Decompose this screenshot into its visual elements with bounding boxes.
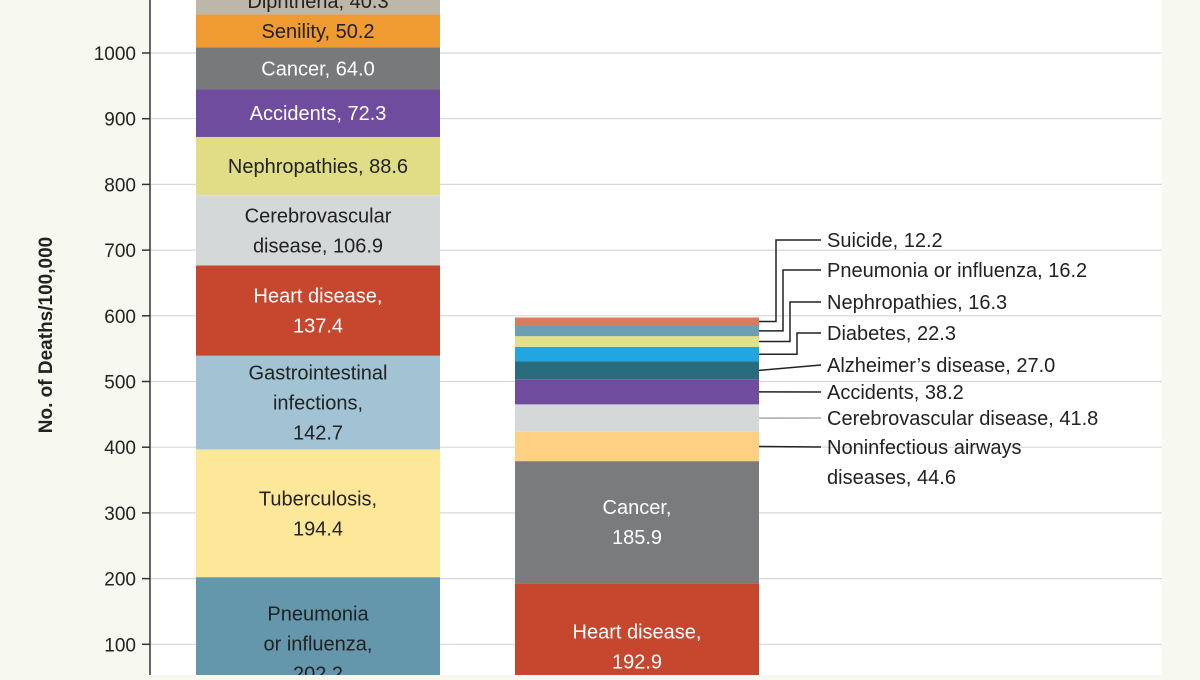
bar-segment [515, 326, 759, 337]
segment-label-line: or influenza, [264, 634, 373, 656]
segment-label-line: Pneumonia [267, 604, 369, 626]
callout-label-line: Suicide, 12.2 [827, 230, 943, 252]
bar-segment [515, 318, 759, 326]
bar-segment [515, 404, 759, 431]
segment-label-line: disease, 106.9 [253, 235, 383, 257]
bar-segment [196, 449, 440, 577]
segment-label-line: Gastrointestinal [249, 363, 388, 385]
callout-label-line: Alzheimer’s disease, 27.0 [827, 355, 1055, 377]
segment-label-line: 192.9 [612, 652, 662, 674]
y-tick-label: 300 [104, 504, 136, 525]
callout-label-line: Diabetes, 22.3 [827, 323, 956, 345]
y-tick-label: 700 [104, 241, 136, 262]
segment-label-line: 194.4 [293, 518, 343, 540]
callout-label: Diabetes, 22.3 [827, 323, 956, 345]
bar-segment [515, 362, 759, 380]
y-tick-label: 900 [104, 110, 136, 131]
segment-label-line: Accidents, 72.3 [250, 103, 387, 125]
callout-label: Pneumonia or influenza, 16.2 [827, 260, 1087, 282]
bar-segment [196, 265, 440, 355]
bar-segment [515, 336, 759, 347]
y-tick-label: 100 [104, 635, 136, 656]
segment-label-line: Nephropathies, 88.6 [228, 156, 408, 178]
bar-segment [515, 461, 759, 583]
segment-label-line: Senility, 50.2 [261, 21, 374, 43]
segment-label-line: Heart disease, [254, 286, 383, 308]
y-tick-label: 500 [104, 373, 136, 394]
segment-label-line: Tuberculosis, [259, 488, 377, 510]
segment-label: Accidents, 72.3 [250, 103, 387, 125]
segment-label-line: 137.4 [293, 316, 343, 338]
callout-leader-line [759, 446, 821, 447]
callout-label: Suicide, 12.2 [827, 230, 943, 252]
y-tick-label: 400 [104, 438, 136, 459]
callout-label-line: Noninfectious airways [827, 437, 1022, 459]
segment-label: Senility, 50.2 [261, 21, 374, 43]
segment-label-line: infections, [273, 393, 363, 415]
callout-label: Nephropathies, 16.3 [827, 292, 1007, 314]
callout-label-line: diseases, 44.6 [827, 467, 956, 489]
segment-label-line: Cancer, 64.0 [261, 58, 374, 80]
bar-segment [196, 577, 440, 675]
segment-label: Diphtheria, 40.3 [247, 0, 388, 13]
segment-label-line: Heart disease, [573, 622, 702, 644]
y-tick-label: 1000 [94, 44, 136, 65]
y-tick-label: 200 [104, 570, 136, 591]
callout-label-line: Pneumonia or influenza, 16.2 [827, 260, 1087, 282]
callout-label: Alzheimer’s disease, 27.0 [827, 355, 1055, 377]
callout-label-line: Accidents, 38.2 [827, 382, 964, 404]
callout-label-line: Cerebrovascular disease, 41.8 [827, 408, 1098, 430]
segment-label: Nephropathies, 88.6 [228, 156, 408, 178]
bar-segment [515, 379, 759, 404]
y-tick-label: 600 [104, 307, 136, 328]
bar-segment [515, 432, 759, 461]
segment-label-line: Cancer, [603, 497, 672, 519]
callout-label-line: Nephropathies, 16.3 [827, 292, 1007, 314]
segment-label-line: 202.2 [293, 664, 343, 675]
segment-label-line: 142.7 [293, 423, 343, 445]
y-tick-label: 800 [104, 175, 136, 196]
callout-label: Cerebrovascular disease, 41.8 [827, 408, 1098, 430]
segment-label-line: Cerebrovascular [245, 205, 392, 227]
bar-segment [515, 347, 759, 362]
y-axis-title: No. of Deaths/100,000 [36, 237, 57, 433]
callout-label: Accidents, 38.2 [827, 382, 964, 404]
segment-label-line: Diphtheria, 40.3 [247, 0, 388, 13]
segment-label-line: 185.9 [612, 527, 662, 549]
segment-label: Cancer, 64.0 [261, 58, 374, 80]
